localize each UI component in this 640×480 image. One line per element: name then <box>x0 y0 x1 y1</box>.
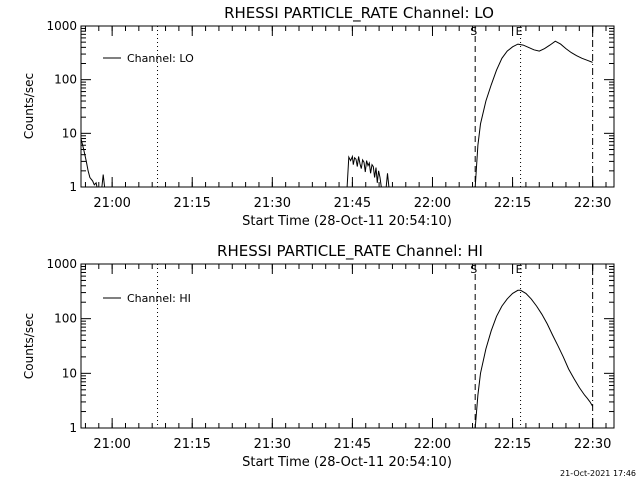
y-tick-label: 10 <box>62 366 77 380</box>
x-axis-label: Start Time (28-Oct-11 20:54:10) <box>242 214 452 229</box>
time-marker-label: S <box>470 263 477 276</box>
x-tick-label: 21:45 <box>334 196 371 211</box>
legend: Channel: LO <box>103 52 194 65</box>
x-tick-label: 22:30 <box>574 437 611 452</box>
x-tick-label: 22:00 <box>414 437 451 452</box>
x-tick-label: 21:45 <box>334 437 371 452</box>
chart-title: RHESSI PARTICLE_RATE Channel: LO <box>224 4 494 23</box>
y-axis-label: Counts/sec <box>22 313 36 379</box>
time-marker-label: E <box>516 25 523 38</box>
series-lines <box>80 40 593 188</box>
x-tick-label: 22:30 <box>574 196 611 211</box>
x-tick-label: 21:00 <box>93 437 130 452</box>
series-line <box>346 154 382 188</box>
x-tick-label: 21:00 <box>93 196 130 211</box>
x-tick-label: 22:15 <box>494 437 531 452</box>
time-marker-label: E <box>516 263 523 276</box>
lo-channel-panel: RHESSI PARTICLE_RATE Channel: LO 1 10 100 1… <box>22 4 615 229</box>
x-tick-label: 21:30 <box>254 437 291 452</box>
y-tick-label: 100 <box>54 312 77 326</box>
y-tick-label: 1 <box>69 421 77 435</box>
y-tick-label: 10 <box>62 126 77 140</box>
footer-timestamp: 21-Oct-2021 17:46 <box>560 469 636 478</box>
x-tick-label: 21:15 <box>173 437 210 452</box>
y-axis: 1 10 100 1000 <box>46 257 614 435</box>
x-tick-label: 21:15 <box>173 196 210 211</box>
x-tick-label: 21:30 <box>254 196 291 211</box>
legend: Channel: HI <box>103 292 191 305</box>
time-marker-label: S <box>470 25 477 38</box>
hi-channel-panel: RHESSI PARTICLE_RATE Channel: HI 1101001… <box>22 242 615 470</box>
y-axis-label: Counts/sec <box>22 73 36 139</box>
legend-entry: Channel: HI <box>127 292 191 305</box>
x-axis: 21:00 21:15 21:30 21:45 22:00 22:15 22:30 <box>84 26 611 211</box>
x-axis-label: Start Time (28-Oct-11 20:54:10) <box>242 455 452 470</box>
series-line <box>80 138 98 188</box>
x-axis: 21:00 21:15 21:30 21:45 22:00 22:15 22:30 <box>84 264 611 452</box>
y-tick-label: 100 <box>54 73 77 87</box>
series-line <box>474 289 594 429</box>
x-tick-label: 22:00 <box>414 196 451 211</box>
plot-frame <box>80 263 615 429</box>
series-lines <box>474 289 594 429</box>
y-tick-label: 1000 <box>46 19 77 33</box>
chart-title: RHESSI PARTICLE_RATE Channel: HI <box>217 242 483 261</box>
y-tick-label: 1 <box>69 180 77 194</box>
x-tick-label: 22:15 <box>494 196 531 211</box>
series-line <box>385 173 390 188</box>
series-line <box>474 40 593 188</box>
series-line <box>101 174 106 188</box>
legend-entry: Channel: LO <box>127 52 194 65</box>
y-tick-label: 1000 <box>46 257 77 271</box>
